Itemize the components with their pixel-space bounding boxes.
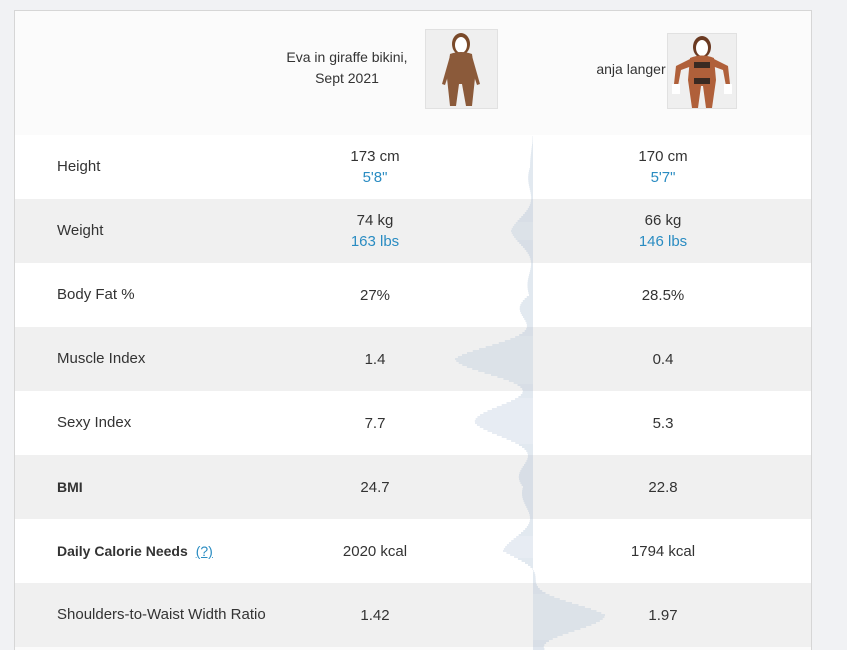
person-1-value: 173 cm 5'8" — [275, 135, 475, 199]
row-label: Body Fat % — [57, 286, 135, 303]
row-label: BMI — [57, 479, 83, 495]
person-2-name-line1: anja langer — [596, 61, 666, 77]
comparison-header: Eva in giraffe bikini, Sept 2021 anja la… — [15, 11, 811, 135]
value-secondary: 5'7" — [650, 169, 676, 186]
value-primary: 22.8 — [648, 478, 678, 496]
person-2-value: 0.4 — [563, 327, 763, 391]
value-secondary: 146 lbs — [638, 233, 688, 250]
table-row-sexy-index: Sexy Index 7.7 5.3 — [15, 391, 811, 455]
comparison-panel: Eva in giraffe bikini, Sept 2021 anja la… — [14, 10, 812, 650]
table-row-body-fat: Body Fat % 27% 28.5% — [15, 263, 811, 327]
value-primary: 1.97 — [648, 606, 678, 624]
table-row-daily-calorie-needs: Daily Calorie Needs (?) 2020 kcal 1794 k… — [15, 519, 811, 583]
table-row-bmi: BMI 24.7 22.8 — [15, 455, 811, 519]
person-1-name-line1: Eva in giraffe bikini, — [286, 49, 408, 65]
table-row-shoulders-to-waist-ratio: Shoulders-to-Waist Width Ratio 1.42 1.97 — [15, 583, 811, 647]
value-secondary: 163 lbs — [350, 233, 400, 250]
value-primary: 1794 kcal — [630, 542, 696, 560]
person-1-name[interactable]: Eva in giraffe bikini, Sept 2021 — [237, 47, 457, 89]
value-primary: 28.5% — [641, 286, 685, 304]
value-primary: 5.3 — [652, 414, 674, 432]
person-2-value: 22.8 — [563, 455, 763, 519]
table-row-muscle-index: Muscle Index 1.4 0.4 — [15, 327, 811, 391]
value-primary: 27% — [359, 286, 391, 304]
person-1-value: 27% — [275, 263, 475, 327]
person-2-photo[interactable] — [667, 33, 737, 109]
value-primary: 0.4 — [652, 350, 674, 368]
value-secondary: 5'8" — [362, 169, 388, 186]
value-primary: 173 cm — [350, 148, 400, 165]
value-primary: 1.42 — [360, 606, 390, 624]
value-primary: 2020 kcal — [342, 542, 408, 560]
person-2-value: 28.5% — [563, 263, 763, 327]
table-row-weight: Weight 74 kg 163 lbs 66 kg 146 lbs — [15, 199, 811, 263]
person-2-value: 5.3 — [563, 391, 763, 455]
row-label: Daily Calorie Needs (?) — [57, 519, 277, 583]
person-2-name[interactable]: anja langer — [541, 59, 721, 80]
row-label: Weight — [57, 222, 104, 239]
person-1-value: 1.42 — [275, 583, 475, 647]
person-1-photo[interactable] — [425, 29, 498, 109]
person-1-value: 1.4 — [275, 327, 475, 391]
value-primary: 170 cm — [638, 148, 688, 165]
row-label-text: Daily Calorie Needs — [57, 543, 188, 559]
value-primary: 24.7 — [360, 478, 390, 496]
person-1-value: 74 kg 163 lbs — [275, 199, 475, 263]
person-1-name-line2: Sept 2021 — [315, 70, 379, 86]
row-label: Height — [57, 158, 101, 175]
person-1-value: 2020 kcal — [275, 519, 475, 583]
value-primary: 7.7 — [364, 414, 386, 432]
row-label: Muscle Index — [57, 350, 146, 367]
person-2-value: 1.97 — [563, 583, 763, 647]
person-1-value: 24.7 — [275, 455, 475, 519]
help-link[interactable]: (?) — [195, 543, 213, 559]
table-row-height: Height 173 cm 5'8" 170 cm 5'7" — [15, 135, 811, 199]
value-primary: 66 kg — [644, 212, 682, 229]
row-label: Sexy Index — [57, 414, 132, 431]
person-2-value: 170 cm 5'7" — [563, 135, 763, 199]
value-primary: 74 kg — [356, 212, 394, 229]
person-2-value: 1794 kcal — [563, 519, 763, 583]
person-2-value: 66 kg 146 lbs — [563, 199, 763, 263]
person-1-value: 7.7 — [275, 391, 475, 455]
value-primary: 1.4 — [364, 350, 386, 368]
row-label: Shoulders-to-Waist Width Ratio — [57, 606, 266, 623]
